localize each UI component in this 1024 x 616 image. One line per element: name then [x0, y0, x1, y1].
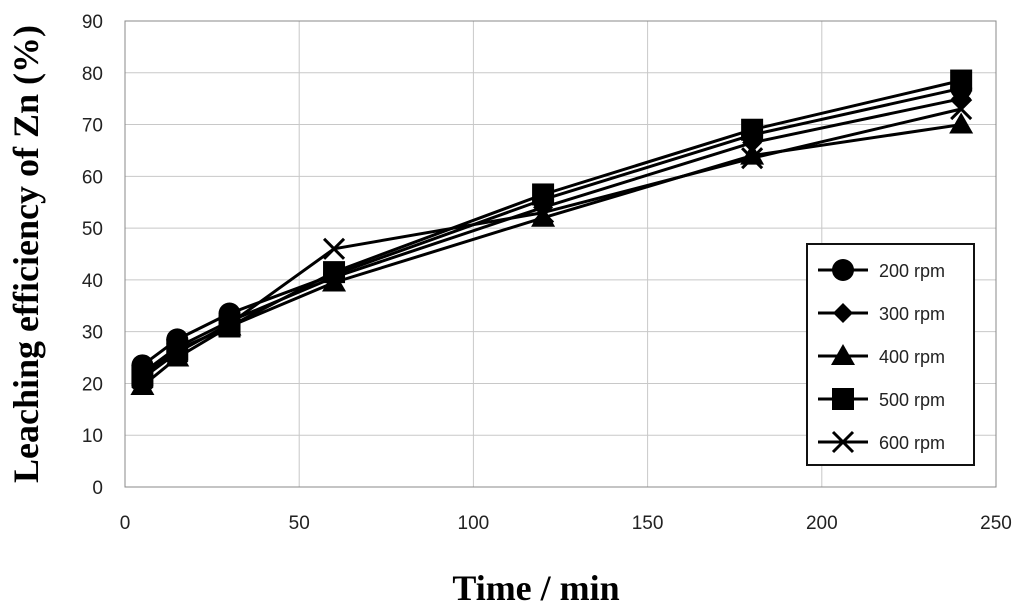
data-point-square — [741, 118, 764, 141]
legend-marker-square — [832, 388, 854, 410]
y-tick-label: 60 — [82, 167, 103, 188]
legend-marker-x — [831, 430, 855, 454]
legend: 200 rpm 300 rpm 400 rpm 500 rpm 600 rpm — [806, 243, 975, 466]
data-point-square — [950, 69, 973, 92]
x-tick-label: 0 — [120, 513, 131, 534]
legend-marker-circle — [832, 259, 854, 281]
y-axis-tick-labels: 0 10 20 30 40 50 60 70 80 90 — [82, 12, 103, 499]
plot-area-border — [124, 20, 997, 488]
data-point-x — [218, 312, 241, 335]
y-tick-label: 70 — [82, 116, 103, 137]
data-point-square — [218, 315, 241, 338]
legend-label: 600 rpm — [879, 433, 945, 453]
y-tick-label: 80 — [82, 64, 103, 85]
y-axis-title: Leaching efficiency of Zn (%) — [6, 25, 46, 483]
legend-label: 500 rpm — [879, 390, 945, 410]
y-tick-label: 20 — [82, 374, 103, 395]
x-tick-label: 250 — [980, 513, 1012, 534]
data-point-square — [323, 261, 346, 284]
y-tick-label: 50 — [82, 219, 103, 240]
x-tick-label: 150 — [632, 513, 664, 534]
data-point-x — [131, 367, 154, 390]
legend-label: 200 rpm — [879, 261, 945, 281]
y-tick-label: 10 — [82, 426, 103, 447]
data-point-square — [166, 338, 189, 361]
data-point-x — [532, 201, 555, 224]
data-point-x — [322, 237, 346, 260]
series-markers — [130, 69, 974, 396]
data-point-square — [131, 364, 154, 387]
data-point-x — [950, 97, 973, 121]
x-tick-label: 50 — [289, 513, 310, 534]
y-tick-label: 90 — [82, 12, 103, 33]
data-point-square — [532, 183, 555, 206]
x-tick-label: 200 — [806, 513, 838, 534]
data-point-x — [741, 147, 764, 170]
data-point-triangle — [949, 112, 974, 134]
data-point-triangle — [740, 143, 765, 165]
legend-label: 300 rpm — [879, 304, 945, 324]
y-tick-label: 0 — [92, 478, 103, 499]
legend-marker-diamond — [833, 303, 853, 323]
x-axis-title: Time / min — [452, 568, 619, 608]
legend-label: 400 rpm — [879, 347, 945, 367]
y-tick-label: 40 — [82, 271, 103, 292]
legend-marker-triangle — [831, 344, 855, 365]
y-tick-label: 30 — [82, 323, 103, 344]
data-point-triangle — [531, 205, 556, 227]
data-point-x — [166, 341, 189, 364]
x-axis-tick-labels: 0 50 100 150 200 250 — [120, 513, 1012, 534]
x-tick-label: 100 — [458, 513, 490, 534]
